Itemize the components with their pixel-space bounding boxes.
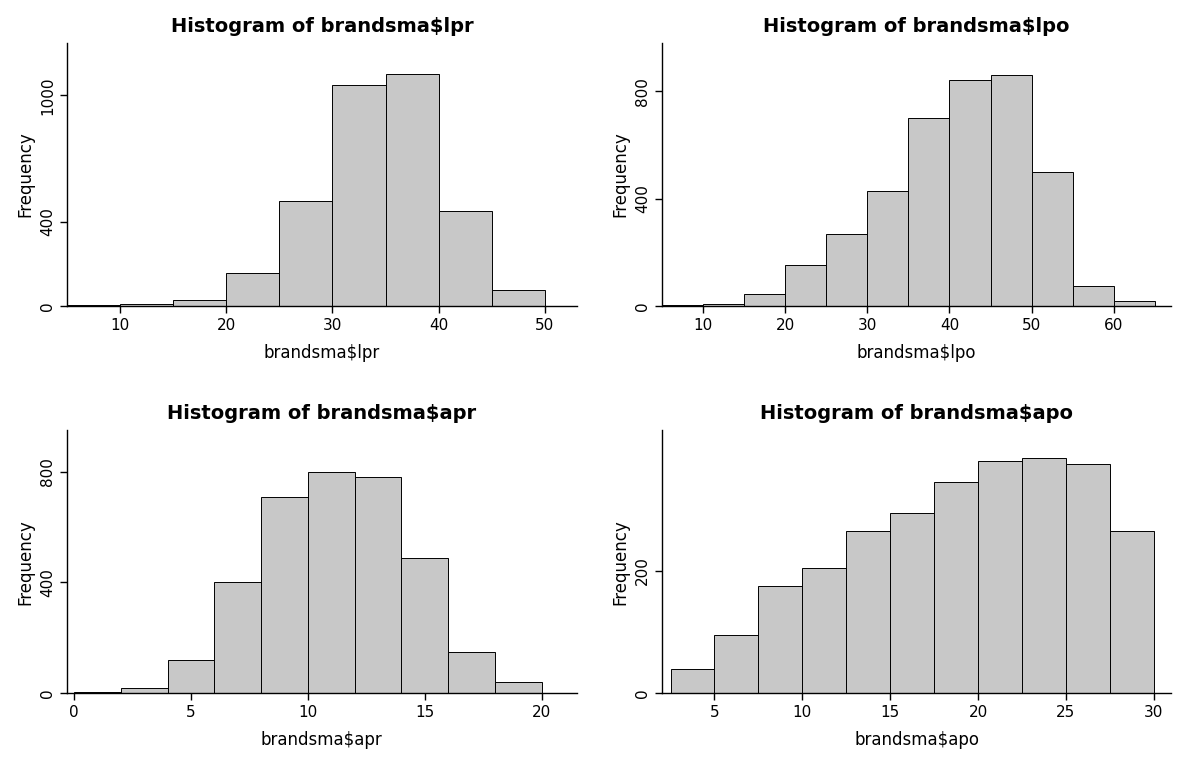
Bar (1114, 301, 1155, 306)
Y-axis label: Frequency: Frequency (612, 132, 630, 218)
X-axis label: brandsma$apo: brandsma$apo (854, 732, 979, 749)
Bar (846, 531, 890, 693)
Bar (354, 477, 402, 693)
Bar (120, 304, 173, 306)
Bar (978, 460, 1022, 693)
Bar (826, 234, 867, 306)
Bar (168, 660, 214, 693)
Bar (1031, 172, 1073, 306)
Bar (492, 290, 545, 306)
Bar (1022, 457, 1066, 693)
Bar (308, 472, 354, 693)
Bar (261, 496, 308, 693)
Bar (121, 688, 168, 693)
Bar (934, 482, 978, 693)
Title: Histogram of brandsma$apo: Histogram of brandsma$apo (760, 404, 1073, 423)
Bar (703, 304, 744, 306)
Bar (758, 586, 802, 693)
Bar (802, 568, 846, 693)
Bar (785, 264, 826, 306)
Bar (662, 305, 703, 306)
Bar (438, 211, 492, 306)
Title: Histogram of brandsma$apr: Histogram of brandsma$apr (168, 404, 476, 423)
Bar (909, 118, 949, 306)
Bar (890, 512, 934, 693)
Bar (949, 80, 991, 306)
Bar (991, 75, 1031, 306)
Bar (670, 669, 714, 693)
Bar (867, 191, 909, 306)
Bar (1073, 286, 1114, 306)
Title: Histogram of brandsma$lpr: Histogram of brandsma$lpr (171, 17, 473, 36)
Bar (402, 558, 448, 693)
Bar (448, 652, 495, 693)
X-axis label: brandsma$lpr: brandsma$lpr (264, 344, 380, 362)
Bar (214, 582, 261, 693)
Bar (1110, 531, 1154, 693)
X-axis label: brandsma$lpo: brandsma$lpo (857, 344, 977, 362)
Y-axis label: Frequency: Frequency (17, 132, 34, 218)
Bar (74, 692, 121, 693)
Bar (226, 273, 279, 306)
Y-axis label: Frequency: Frequency (612, 519, 630, 604)
Bar (744, 294, 785, 306)
Bar (333, 85, 386, 306)
Bar (173, 300, 226, 306)
X-axis label: brandsma$apr: brandsma$apr (261, 732, 383, 749)
Bar (386, 74, 438, 306)
Bar (1066, 463, 1110, 693)
Bar (495, 683, 542, 693)
Y-axis label: Frequency: Frequency (17, 519, 34, 604)
Bar (714, 635, 758, 693)
Title: Histogram of brandsma$lpo: Histogram of brandsma$lpo (763, 17, 1069, 36)
Bar (279, 201, 333, 306)
